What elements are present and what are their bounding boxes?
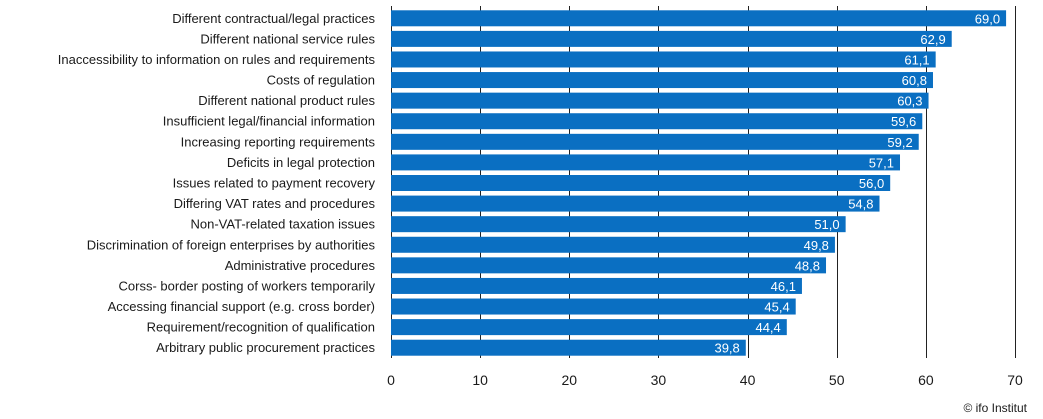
credit-text: © ifo Institut [963, 401, 1027, 415]
category-label: Different national service rules [200, 31, 375, 46]
category-label: Discrimination of foreign enterprises by… [87, 237, 376, 252]
value-label: 46,1 [771, 279, 796, 294]
category-label: Increasing reporting requirements [181, 134, 376, 149]
value-label: 61,1 [904, 52, 929, 67]
category-label: Issues related to payment recovery [173, 176, 376, 191]
category-label: Different national product rules [198, 93, 375, 108]
category-label: Non-VAT-related taxation issues [191, 217, 376, 232]
category-label: Accessing financial support (e.g. cross … [108, 299, 375, 314]
bars [391, 10, 1007, 356]
bar-6 [391, 113, 923, 130]
value-label: 59,2 [887, 135, 912, 150]
bar-2 [391, 30, 952, 47]
x-tick-label: 30 [651, 372, 667, 388]
category-label: Costs of regulation [267, 73, 375, 88]
value-label: 56,0 [859, 176, 884, 191]
category-label: Different contractual/legal practices [172, 11, 375, 26]
bar-7 [391, 133, 919, 150]
x-tick-label: 50 [829, 372, 845, 388]
x-tick-label: 0 [387, 372, 395, 388]
bar-1 [391, 10, 1007, 27]
value-label: 60,8 [902, 73, 927, 88]
value-label: 44,4 [755, 320, 780, 335]
value-label: 48,8 [795, 258, 820, 273]
bar-5 [391, 92, 929, 109]
category-label: Administrative procedures [225, 258, 376, 273]
value-label: 60,3 [897, 94, 922, 109]
bar-15 [391, 298, 796, 315]
bar-3 [391, 51, 936, 68]
value-label: 45,4 [764, 300, 789, 315]
bar-10 [391, 195, 880, 212]
category-label: Insufficient legal/financial information [163, 114, 375, 129]
x-tick-labels: 0 10 20 30 40 50 60 70 [387, 372, 1023, 388]
bar-17 [391, 339, 746, 356]
value-label: 51,0 [814, 217, 839, 232]
x-tick-label: 20 [561, 372, 577, 388]
value-label: 39,8 [714, 341, 739, 356]
x-tick-label: 40 [740, 372, 756, 388]
value-label: 54,8 [848, 197, 873, 212]
value-label: 69,0 [975, 11, 1000, 26]
x-tick-label: 10 [472, 372, 488, 388]
x-tick-label: 70 [1007, 372, 1023, 388]
value-label: 57,1 [869, 155, 894, 170]
bar-8 [391, 154, 901, 171]
value-label: 49,8 [804, 238, 829, 253]
bar-4 [391, 72, 933, 89]
x-tick-label: 60 [918, 372, 934, 388]
bar-14 [391, 277, 802, 294]
category-label: Differing VAT rates and procedures [174, 196, 376, 211]
value-label: 62,9 [920, 32, 945, 47]
bar-12 [391, 236, 835, 253]
value-labels: 69,0 62,9 61,1 60,8 60,3 59,6 59,2 57,1 56,0 54,8… [714, 11, 1000, 355]
bar-13 [391, 257, 827, 274]
category-labels: Different contractual/legal practices Dif… [58, 11, 376, 355]
category-label: Requirement/recognition of qualification [147, 320, 375, 335]
bar-16 [391, 319, 787, 336]
category-label: Deficits in legal protection [227, 155, 375, 170]
value-label: 59,6 [891, 114, 916, 129]
bar-9 [391, 175, 891, 191]
category-label: Arbitrary public procurement practices [156, 340, 375, 355]
bar-11 [391, 216, 846, 233]
category-label: Inaccessibility to information on rules … [58, 52, 376, 67]
category-label: Corss- border posting of workers tempora… [119, 278, 376, 293]
